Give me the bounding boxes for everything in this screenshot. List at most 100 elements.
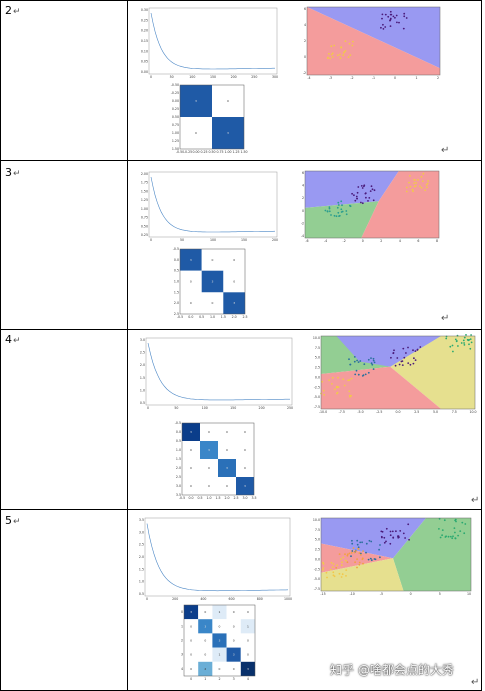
sample-point	[438, 517, 441, 520]
cm-cell	[212, 661, 227, 676]
sample-point	[359, 360, 362, 362]
cm-value: 3	[190, 258, 192, 262]
cm-cell	[180, 85, 212, 117]
cm-cell	[182, 423, 200, 441]
sample-point	[461, 521, 464, 524]
sample-point	[337, 201, 340, 204]
sample-point	[328, 206, 331, 208]
sample-point	[367, 558, 370, 561]
sample-point	[453, 527, 456, 529]
x-tick-label: 0.75	[216, 150, 223, 154]
sample-point	[381, 13, 384, 16]
sample-point	[363, 185, 365, 188]
sample-point	[332, 571, 335, 574]
y-tick-label: 3.5	[176, 493, 181, 497]
x-tick-label: 10.0	[469, 410, 476, 414]
y-tick-label: -0.5	[173, 247, 179, 251]
cm-value: 0	[190, 667, 192, 671]
cm-value: 0	[247, 610, 249, 614]
x-tick-label: 1.5	[221, 315, 226, 319]
y-tick-label: 1.5	[140, 376, 145, 380]
confusion-matrix-figure: 3 00 3-0.50 -0.25 0.00 0.25 0.50 0.75 1.00 1.25 1.…	[171, 83, 248, 154]
cm-value: 3	[227, 131, 229, 135]
sample-point	[441, 534, 443, 537]
sample-point	[363, 363, 366, 366]
sample-point	[380, 535, 383, 538]
sample-point	[347, 379, 349, 382]
x-tick-label: 4	[399, 239, 401, 243]
sample-point	[368, 197, 371, 199]
cm-value: 3	[233, 653, 235, 657]
sample-point	[344, 553, 346, 556]
y-tick-label: 0.75	[172, 123, 179, 127]
sample-point	[394, 364, 397, 367]
sample-point	[389, 17, 392, 20]
y-tick-label: 6	[302, 171, 304, 175]
sample-point	[387, 15, 390, 18]
x-tick-label: 150	[230, 406, 236, 410]
sample-point	[439, 536, 442, 539]
sample-point	[454, 537, 457, 540]
cm-cell	[212, 647, 227, 662]
sample-point	[369, 190, 372, 192]
x-tick-label: -0.25	[184, 150, 192, 154]
loss-curve-figure: 0 50 100 150 200 250 3.0 2.5 2.0 1.5 1.0 0.5	[140, 337, 293, 410]
cm-cell	[226, 633, 241, 648]
sample-point	[367, 371, 370, 374]
sample-point	[412, 362, 415, 365]
sample-point	[403, 12, 406, 15]
x-tick-label: 5	[439, 592, 441, 596]
plot-frame	[179, 248, 246, 315]
x-tick-label: 0	[410, 592, 412, 596]
sample-point	[396, 357, 399, 359]
cm-cell	[200, 423, 218, 441]
sample-point	[342, 54, 345, 57]
sample-point	[325, 571, 328, 574]
cm-cell	[223, 270, 245, 293]
x-tick-label: 5.0	[433, 410, 438, 414]
x-tick-label: 0.0	[188, 315, 193, 319]
sample-point	[380, 26, 382, 29]
sample-point	[339, 57, 342, 60]
decision-boundary-figure: -10.0 -7.5 -5.0 -2.5 0.0 2.5 5.0 7.5 10.010.07.5…	[313, 334, 477, 414]
cm-cell	[218, 459, 236, 477]
sample-point	[463, 342, 465, 344]
sample-point	[370, 362, 373, 365]
x-tick-label: -2	[350, 76, 353, 80]
sample-point	[464, 523, 467, 525]
sample-point	[372, 359, 375, 362]
x-tick-label: -0.50	[176, 150, 184, 154]
x-tick-label: -5	[380, 592, 383, 596]
y-tick-label: 2	[304, 39, 306, 43]
cm-value: 0	[244, 448, 246, 452]
sample-point	[354, 561, 356, 564]
sample-point	[335, 386, 338, 389]
y-tick-label: 0.15	[141, 39, 148, 43]
sample-point	[364, 192, 367, 195]
sample-point	[392, 15, 395, 18]
y-tick-label: 1.50	[172, 147, 179, 151]
sample-point	[360, 201, 362, 204]
y-tick-label: 2	[181, 639, 183, 643]
x-tick-label: 400	[200, 597, 206, 601]
sample-point	[368, 539, 371, 542]
sample-point	[328, 379, 330, 382]
sample-point	[350, 555, 352, 558]
x-tick-label: 0.5	[197, 496, 202, 500]
loss-curve-figure: 0 50 100 150 200 2.00 1.75 1.50 1.25 1.00 0.75 0.50…	[141, 171, 278, 242]
sample-point	[391, 530, 394, 533]
plot-frame	[306, 6, 441, 76]
cm-value: 3	[244, 484, 246, 488]
sample-point	[449, 345, 452, 348]
sample-point	[331, 376, 334, 379]
sample-point	[455, 340, 458, 343]
row-label-4: 4↵	[5, 333, 21, 346]
sample-point	[405, 190, 408, 193]
sample-point	[389, 530, 392, 533]
sample-point	[465, 334, 467, 336]
cm-cell	[240, 647, 255, 662]
sample-point	[404, 537, 406, 539]
region-red	[361, 171, 439, 238]
x-tick-label: 1.5	[215, 496, 220, 500]
x-tick-label: -15	[320, 592, 325, 596]
